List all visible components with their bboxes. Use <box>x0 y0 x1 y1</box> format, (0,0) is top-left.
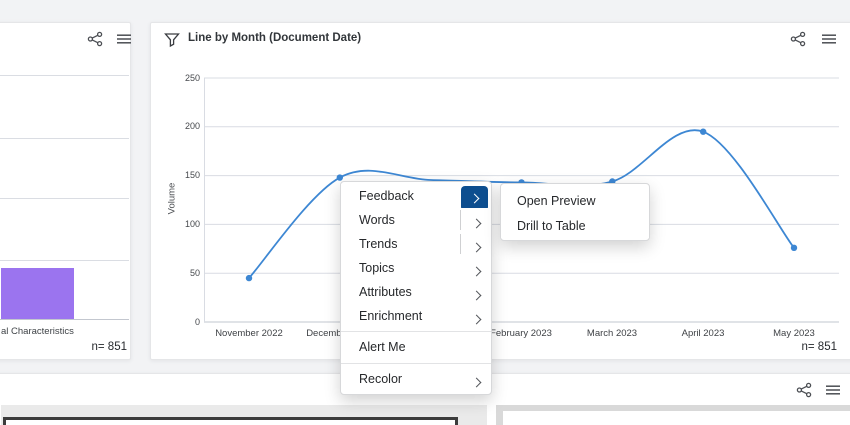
menu-item-label: Recolor <box>359 372 403 386</box>
menu-item-label: Trends <box>359 237 398 251</box>
x-tick-label: April 2023 <box>681 328 725 339</box>
y-tick-label: 150 <box>184 170 200 181</box>
menu-separator <box>341 363 491 364</box>
menu-item-attributes[interactable]: Attributes <box>341 280 491 304</box>
menu-item-alert-me[interactable]: Alert Me <box>341 335 491 359</box>
chevron-right-icon <box>471 216 482 230</box>
menu-item-label: Words <box>359 213 395 227</box>
menu-item-feedback[interactable]: Feedback <box>341 184 491 211</box>
y-tick-label: 200 <box>184 121 200 132</box>
chevron-right-icon <box>469 193 480 204</box>
submenu-item-drill-to-table[interactable]: Drill to Table <box>501 213 649 238</box>
divider <box>460 210 461 230</box>
menu-icon[interactable] <box>821 31 837 47</box>
widget-title: Line by Month (Document Date) <box>188 32 362 44</box>
share-icon[interactable] <box>796 382 812 398</box>
menu-item-label: Enrichment <box>359 309 423 323</box>
x-tick-label: May 2023 <box>773 328 815 339</box>
data-point[interactable] <box>699 128 707 135</box>
share-icon[interactable] <box>790 31 806 47</box>
data-point[interactable] <box>336 174 344 181</box>
data-point[interactable] <box>790 244 798 252</box>
x-tick-label: December 2022 <box>306 328 374 339</box>
chevron-right-icon <box>471 288 482 302</box>
menu-item-trends[interactable]: Trends <box>341 232 491 256</box>
x-tick-label: November 2022 <box>215 328 283 339</box>
bar-series-bar[interactable] <box>1 268 74 319</box>
context-menu: Feedback Words Trends Topics Attributes … <box>340 181 492 395</box>
gridline <box>0 138 129 139</box>
submenu-expand-button[interactable] <box>461 186 488 211</box>
menu-item-words[interactable]: Words <box>341 208 491 232</box>
chevron-right-icon <box>471 240 482 254</box>
menu-item-label: Drill to Table <box>517 218 586 233</box>
bar-widget-card: al Characteristics n= 851 <box>0 22 131 360</box>
feedback-submenu: Open Preview Drill to Table <box>500 183 650 241</box>
chevron-right-icon <box>471 264 482 278</box>
sample-size-label: n= 851 <box>801 341 838 353</box>
bottom-widget-card <box>0 373 850 425</box>
gridline <box>0 75 129 76</box>
menu-item-label: Open Preview <box>517 193 596 208</box>
chevron-right-icon <box>471 375 482 389</box>
menu-item-label: Attributes <box>359 285 412 299</box>
menu-item-label: Topics <box>359 261 395 275</box>
data-point[interactable] <box>245 274 253 282</box>
preview-panel-right <box>496 405 850 425</box>
gridline <box>0 198 129 199</box>
y-tick-label: 0 <box>194 316 200 327</box>
sample-size-label: n= 851 <box>91 341 128 353</box>
gridline <box>0 260 129 261</box>
menu-icon[interactable] <box>825 382 841 398</box>
bar-category-label: al Characteristics <box>1 326 74 337</box>
menu-item-enrichment[interactable]: Enrichment <box>341 304 491 328</box>
x-tick-label: February 2023 <box>490 328 552 339</box>
y-tick-label: 100 <box>184 218 200 229</box>
menu-separator <box>341 331 491 332</box>
filter-icon[interactable] <box>164 32 180 48</box>
x-axis-line <box>0 319 129 320</box>
menu-item-label: Feedback <box>359 189 414 203</box>
share-icon[interactable] <box>87 31 103 47</box>
chevron-right-icon <box>471 312 482 326</box>
y-tick-label: 250 <box>184 72 200 83</box>
document-preview[interactable] <box>503 411 850 425</box>
document-preview-selected[interactable] <box>3 417 458 425</box>
menu-item-topics[interactable]: Topics <box>341 256 491 280</box>
menu-icon[interactable] <box>116 31 132 47</box>
x-tick-label: March 2023 <box>586 328 638 339</box>
y-tick-label: 50 <box>189 267 200 278</box>
divider <box>460 234 461 254</box>
menu-item-recolor[interactable]: Recolor <box>341 367 491 391</box>
menu-item-label: Alert Me <box>359 340 406 354</box>
submenu-item-open-preview[interactable]: Open Preview <box>501 188 649 213</box>
preview-panel-left <box>1 405 487 425</box>
